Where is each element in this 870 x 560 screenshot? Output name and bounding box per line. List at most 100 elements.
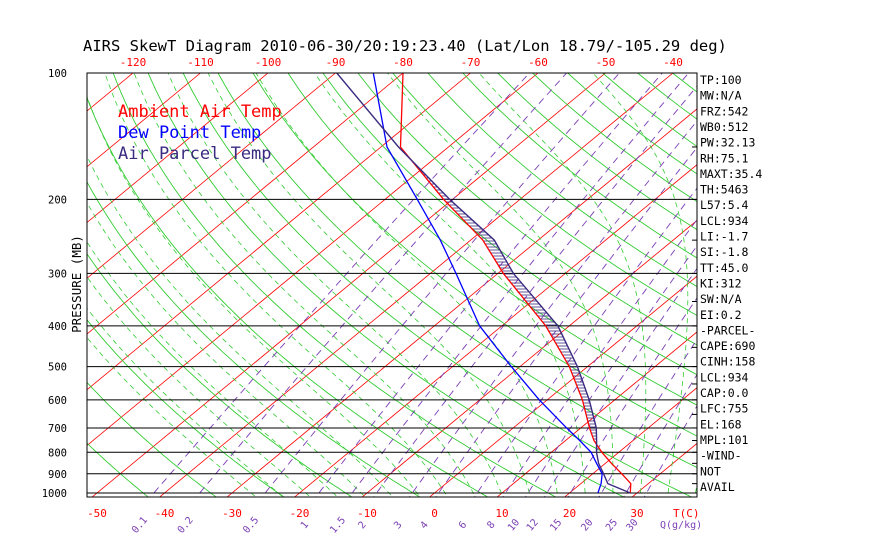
air-parcel-temp-line — [336, 73, 631, 494]
plot-frame — [86, 72, 698, 498]
legend: Ambient Air Temp Dew Point Temp Air Parc… — [118, 102, 282, 164]
isotherm-line — [87, 73, 201, 168]
mixing-ratio-line — [502, 218, 697, 497]
moist-adiabat-line — [87, 155, 394, 497]
top-temperature-tick-label: -50 — [596, 56, 616, 69]
mixing-ratio-tick-label: 12 — [525, 517, 541, 533]
isotherm-line — [87, 73, 539, 447]
pressure-tick-label: 800 — [48, 447, 67, 459]
mixing-ratio-tick-label: 0.5 — [241, 515, 261, 536]
pressure-tick-label: 700 — [48, 423, 67, 435]
dry-adiabat-line — [287, 73, 697, 406]
mixing-ratio-line — [435, 146, 697, 497]
stability-index-line: MAXT:35.4 — [700, 167, 762, 181]
top-temperature-tick-label: -90 — [326, 56, 346, 69]
moist-adiabat-line — [255, 73, 559, 497]
stability-index-line: KI:312 — [700, 276, 742, 290]
dry-adiabat-line — [182, 73, 693, 497]
stability-index-line: CINH:158 — [700, 355, 755, 369]
isotherm-line — [496, 331, 697, 497]
mixing-ratio-tick-label: 6 — [457, 520, 469, 532]
mixing-ratio-tick-label: 1 — [299, 520, 311, 532]
dry-adiabat-lines — [87, 73, 870, 502]
dry-adiabat-line — [847, 73, 870, 502]
isotherm-line — [0, 73, 65, 502]
mixing-ratio-tick-label: 3 — [392, 520, 404, 532]
pressure-axis-label: PRESSURE (MB) — [69, 235, 84, 333]
moist-adiabat-line — [87, 95, 421, 497]
moist-adiabat-line — [314, 73, 586, 497]
moist-adiabat-line — [87, 201, 366, 497]
dry-adiabat-line — [777, 73, 870, 502]
mixing-ratio-tick-label: 20 — [579, 517, 595, 533]
dry-adiabat-line — [462, 73, 697, 259]
bottom-temperature-tick-label: -10 — [357, 507, 377, 520]
stability-index-line: L57:5.4 — [700, 198, 749, 212]
moist-adiabat-line — [387, 73, 614, 497]
dry-adiabat-line — [112, 73, 557, 497]
pressure-tick-label: 100 — [48, 68, 67, 80]
mixing-ratio-tick-label: 4 — [419, 520, 431, 532]
moist-adiabat-line — [104, 73, 449, 497]
bottom-temperature-tick-label: 30 — [630, 507, 643, 520]
plot-border — [86, 72, 698, 498]
mixing-ratio-tick-label: 2 — [357, 520, 369, 532]
stability-index-line: CAPE:690 — [700, 339, 755, 353]
top-temperature-tick-label: -40 — [663, 56, 683, 69]
isotherm-line — [226, 108, 697, 497]
pressure-tick-label: 1000 — [42, 488, 67, 500]
moist-adiabat-line — [87, 336, 257, 497]
isotherm-line — [87, 73, 404, 335]
mixing-ratio-line — [408, 120, 697, 497]
bottom-temperature-tick-label: 20 — [563, 507, 576, 520]
mixing-ratio-line — [373, 85, 697, 497]
bottom-temperature-tick-label: 0 — [431, 507, 438, 520]
plot-area — [0, 73, 870, 502]
moist-adiabat-line — [478, 73, 647, 497]
dry-adiabat-line — [322, 73, 697, 376]
dry-adiabat-line — [427, 73, 697, 288]
moist-adiabat-lines — [87, 73, 697, 497]
pressure-tick-label: 400 — [48, 321, 67, 333]
dry-adiabat-line — [87, 442, 149, 497]
isobar-lines — [87, 73, 697, 494]
stability-index-line: CAP:0.0 — [700, 386, 749, 400]
pressure-tick-label: 500 — [48, 362, 67, 374]
mixing-ratio-tick-label: 1.5 — [328, 515, 348, 536]
moist-adiabat-line — [592, 73, 689, 497]
top-temperature-tick-label: -120 — [120, 56, 147, 69]
isotherm-line — [361, 219, 697, 497]
isotherm-line — [87, 73, 134, 112]
moist-adiabat-line — [133, 73, 476, 497]
bottom-temperature-tick-label: -50 — [87, 507, 107, 520]
mixing-ratio-line — [315, 73, 663, 497]
bottom-temperature-tick-label: -30 — [222, 507, 242, 520]
legend-ambient-air-temp: Ambient Air Temp — [118, 102, 282, 122]
isotherm-line — [159, 73, 674, 497]
mixing-ratio-lines — [149, 73, 697, 497]
stability-index-line: MPL:101 — [700, 433, 749, 447]
isotherm-line — [564, 387, 697, 497]
mixing-ratio-line — [195, 73, 567, 497]
isotherm-line — [91, 73, 606, 497]
stability-index-line: LCL:934 — [700, 370, 749, 384]
isotherm-line — [761, 73, 870, 502]
dry-adiabat-line — [87, 96, 489, 497]
mixing-ratio-tick-label: 0.2 — [176, 515, 196, 536]
ambient-air-temp-line — [399, 73, 632, 494]
dry-adiabat-line — [252, 73, 697, 437]
pressure-tick-label: 600 — [48, 395, 67, 407]
mixing-ratio-line — [543, 267, 697, 497]
mixing-ratio-tick-label: 25 — [604, 517, 620, 533]
mixing-ratio-line — [261, 73, 620, 497]
dry-adiabat-line — [87, 181, 421, 497]
stability-index-line: NOT — [700, 464, 721, 478]
dry-adiabat-line — [217, 73, 697, 469]
dry-adiabat-line — [392, 73, 697, 317]
dry-adiabat-line — [87, 319, 285, 497]
stability-index-line: LI:-1.7 — [700, 230, 749, 244]
stability-index-line: TP:100 — [700, 73, 742, 87]
top-temperature-tick-label: -110 — [187, 56, 214, 69]
